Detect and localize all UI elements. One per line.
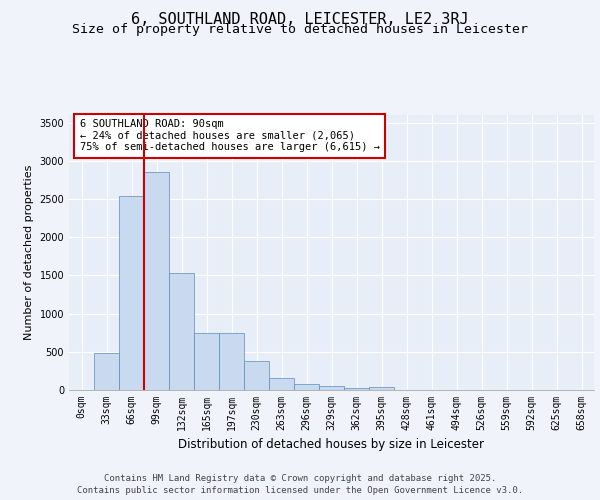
Bar — [244, 361, 269, 390]
Bar — [344, 388, 369, 390]
Bar — [369, 386, 394, 390]
X-axis label: Distribution of detached houses by size in Leicester: Distribution of detached houses by size … — [179, 438, 485, 452]
Bar — [119, 196, 144, 390]
Text: Contains HM Land Registry data © Crown copyright and database right 2025.
Contai: Contains HM Land Registry data © Crown c… — [77, 474, 523, 495]
Bar — [169, 273, 194, 390]
Text: 6, SOUTHLAND ROAD, LEICESTER, LE2 3RJ: 6, SOUTHLAND ROAD, LEICESTER, LE2 3RJ — [131, 12, 469, 28]
Y-axis label: Number of detached properties: Number of detached properties — [24, 165, 34, 340]
Bar — [219, 334, 244, 390]
Bar — [94, 354, 119, 390]
Bar — [319, 386, 344, 390]
Text: 6 SOUTHLAND ROAD: 90sqm
← 24% of detached houses are smaller (2,065)
75% of semi: 6 SOUTHLAND ROAD: 90sqm ← 24% of detache… — [79, 119, 380, 152]
Bar — [294, 384, 319, 390]
Bar — [194, 334, 219, 390]
Bar — [269, 378, 294, 390]
Bar — [144, 172, 169, 390]
Text: Size of property relative to detached houses in Leicester: Size of property relative to detached ho… — [72, 24, 528, 36]
